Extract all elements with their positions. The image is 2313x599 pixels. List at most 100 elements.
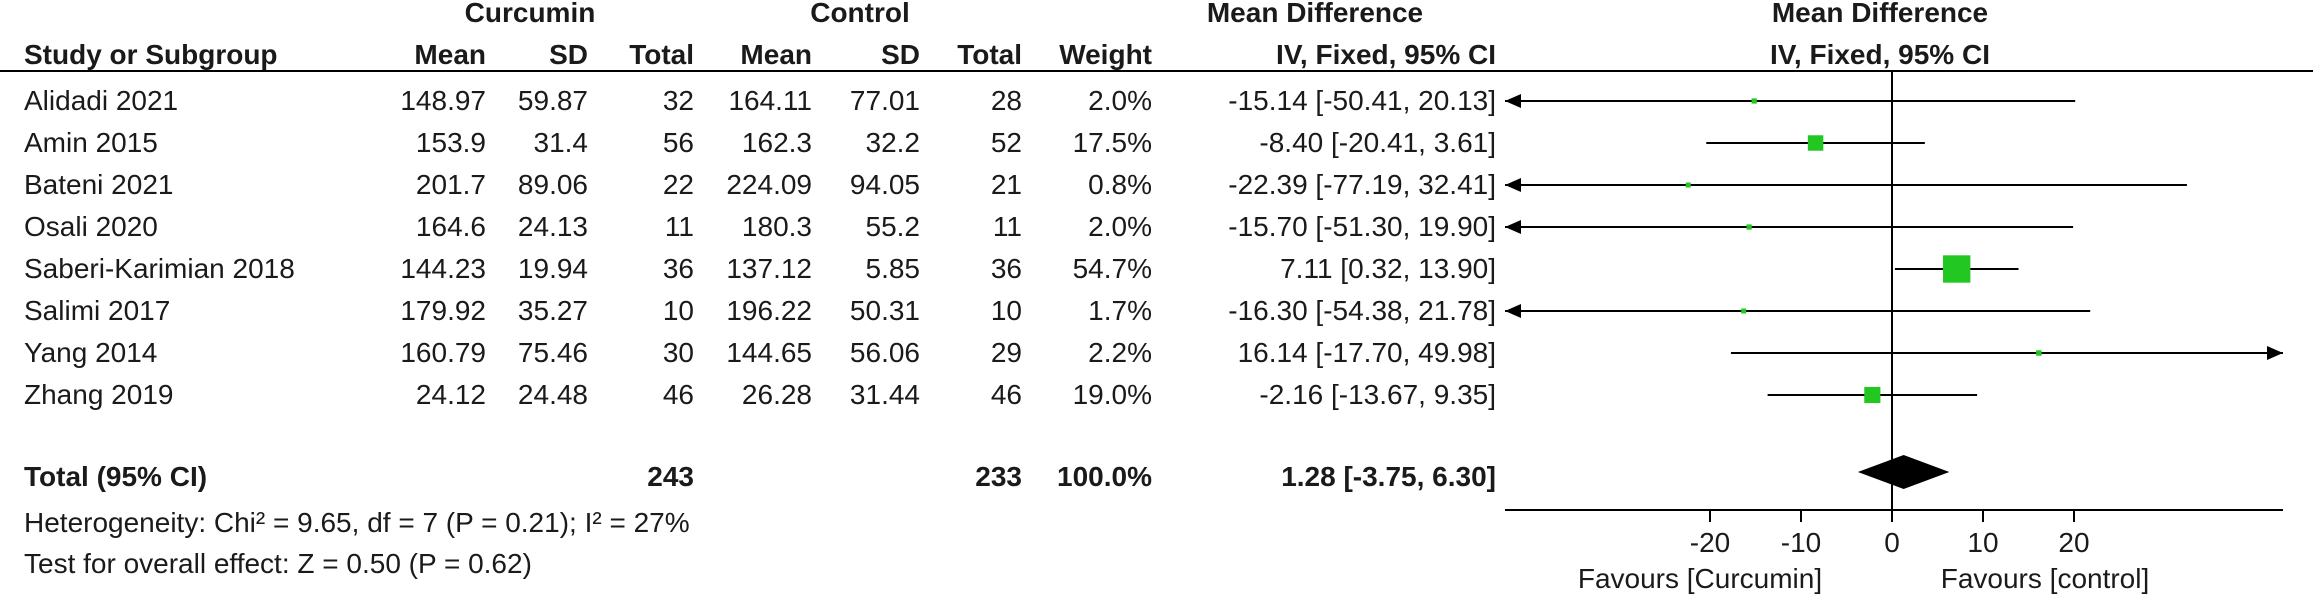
ci-cell: -15.14 [-50.41, 20.13] (1228, 85, 1496, 116)
mean2-cell: 180.3 (741, 211, 812, 242)
mean2-cell: 144.65 (726, 337, 812, 368)
mean2-header: Mean (740, 39, 812, 70)
sd1-cell: 24.48 (517, 379, 588, 410)
mean2-cell: 162.3 (741, 127, 812, 158)
total2-cell: 29 (990, 337, 1022, 368)
ci-arrow (1505, 220, 1521, 234)
mean1-header: Mean (414, 39, 486, 70)
sd2-cell: 55.2 (865, 211, 921, 242)
total2-cell: 11 (992, 211, 1022, 242)
total2-cell: 10 (990, 295, 1022, 326)
total1-header: Total (629, 39, 694, 70)
study-marker (1746, 224, 1752, 230)
study-column-header: Study or Subgroup (24, 39, 278, 70)
total1-cell: 32 (662, 85, 694, 116)
sd2-header: SD (881, 39, 920, 70)
total2-cell: 36 (990, 253, 1022, 284)
mean2-cell: 224.09 (726, 169, 812, 200)
study-marker (1807, 135, 1824, 151)
study-name: Yang 2014 (24, 337, 158, 368)
weight-cell: 19.0% (1072, 379, 1152, 410)
weight-cell: 1.7% (1088, 295, 1152, 326)
mean1-cell: 153.9 (415, 127, 486, 158)
ci-cell: 7.11 [0.32, 13.90] (1280, 253, 1496, 284)
mean2-cell: 164.11 (728, 85, 812, 116)
ci-cell: 16.14 [-17.70, 49.98] (1237, 337, 1496, 368)
x-tick-label: 20 (2058, 527, 2089, 558)
mean2-cell: 26.28 (741, 379, 812, 410)
total1-cell: 46 (662, 379, 694, 410)
sd1-cell: 59.87 (517, 85, 588, 116)
ci-arrow (2267, 346, 2283, 360)
total-n1: 243 (647, 461, 694, 492)
total1-cell: 11 (664, 211, 694, 242)
sd1-cell: 35.27 (517, 295, 588, 326)
mean1-cell: 24.12 (415, 379, 486, 410)
x-tick-label: 0 (1884, 527, 1900, 558)
md-plot-subheader: IV, Fixed, 95% CI (1770, 39, 1990, 70)
sd1-header: SD (549, 39, 588, 70)
x-tick-label: -20 (1690, 527, 1730, 558)
sd2-cell: 56.06 (849, 337, 920, 368)
sd1-cell: 19.94 (517, 253, 588, 284)
favours-left-label: Favours [Curcumin] (1577, 563, 1823, 594)
sd2-cell: 94.05 (849, 169, 920, 200)
weight-cell: 17.5% (1072, 127, 1152, 158)
total1-cell: 36 (662, 253, 694, 284)
total1-cell: 10 (662, 295, 694, 326)
total1-cell: 56 (662, 127, 694, 158)
total-label: Total (95% CI) (24, 461, 208, 492)
weight-header: Weight (1059, 39, 1152, 70)
study-name: Zhang 2019 (24, 379, 174, 410)
total-weight: 100.0% (1057, 461, 1152, 492)
study-name: Saberi-Karimian 2018 (24, 253, 295, 284)
ci-arrow (1505, 304, 1521, 318)
ci-cell: -15.70 [-51.30, 19.90] (1228, 211, 1496, 242)
pooled-diamond (1857, 455, 1950, 489)
total2-cell: 52 (990, 127, 1022, 158)
total2-header: Total (957, 39, 1022, 70)
ci-arrow (1505, 178, 1521, 192)
mean1-cell: 144.23 (400, 253, 486, 284)
total2-cell: 46 (990, 379, 1022, 410)
md-subheader: IV, Fixed, 95% CI (1276, 39, 1496, 70)
header-rule (0, 70, 2313, 72)
favours-right-label: Favours [control] (1940, 563, 2150, 594)
study-marker (1864, 386, 1881, 404)
mean1-cell: 201.7 (415, 169, 486, 200)
total-ci: 1.28 [-3.75, 6.30] (1281, 461, 1496, 492)
md-header: Mean Difference (1206, 0, 1424, 28)
weight-cell: 2.0% (1088, 211, 1152, 242)
ci-cell: -22.39 [-77.19, 32.41] (1228, 169, 1496, 200)
study-name: Alidadi 2021 (24, 85, 179, 116)
mean1-cell: 179.92 (400, 295, 486, 326)
total1-cell: 30 (662, 337, 694, 368)
mean2-cell: 137.12 (726, 253, 812, 284)
total2-cell: 21 (990, 169, 1022, 200)
study-marker (1751, 98, 1757, 104)
study-name: Bateni 2021 (24, 169, 174, 200)
heterogeneity-text: Heterogeneity: Chi² = 9.65, df = 7 (P = … (24, 507, 690, 538)
study-name: Osali 2020 (24, 211, 158, 242)
x-tick-label: -10 (1781, 527, 1821, 558)
study-marker (1685, 182, 1691, 188)
study-marker (1741, 308, 1747, 314)
study-marker (2036, 350, 2042, 356)
group1-header: Curcumin (464, 0, 596, 28)
weight-cell: 0.8% (1088, 169, 1152, 200)
md-plot-header: Mean Difference (1771, 0, 1989, 28)
sd1-cell: 24.13 (517, 211, 588, 242)
mean1-cell: 160.79 (400, 337, 486, 368)
overall-effect-text: Test for overall effect: Z = 0.50 (P = 0… (24, 548, 532, 579)
total2-cell: 28 (990, 85, 1022, 116)
weight-cell: 54.7% (1072, 253, 1152, 284)
ci-arrow (1505, 94, 1521, 108)
sd1-cell: 31.4 (533, 127, 589, 158)
sd1-cell: 89.06 (517, 169, 588, 200)
study-name: Amin 2015 (24, 127, 158, 158)
mean2-cell: 196.22 (726, 295, 812, 326)
group2-header: Control (810, 0, 910, 28)
total-n2: 233 (975, 461, 1022, 492)
weight-cell: 2.0% (1088, 85, 1152, 116)
